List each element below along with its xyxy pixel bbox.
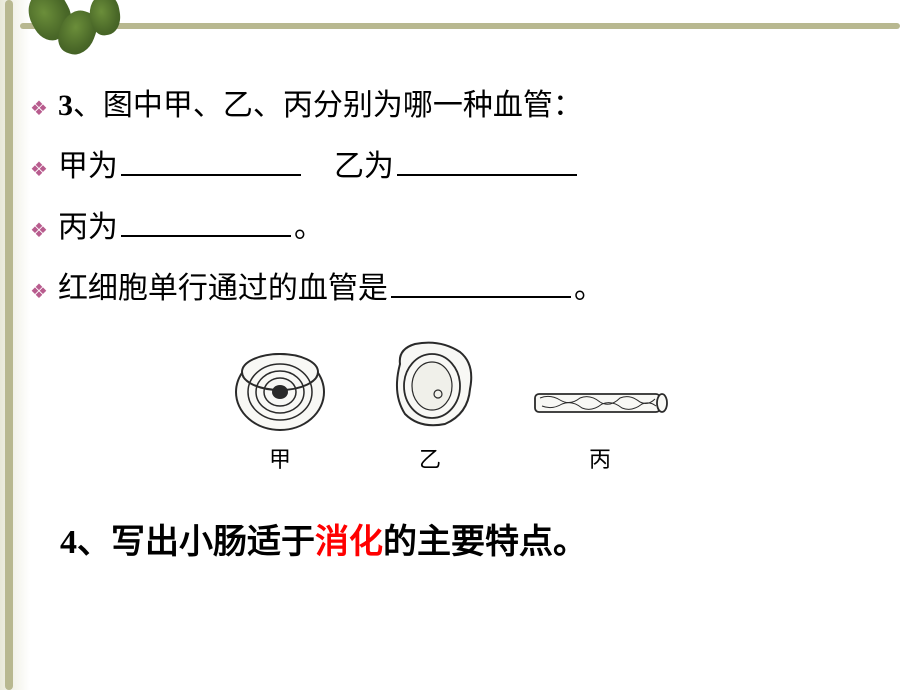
yi-prefix: 乙为 bbox=[334, 150, 394, 183]
rbc-suffix: 。 bbox=[574, 272, 604, 305]
bullet-icon: ❖ bbox=[30, 153, 48, 187]
blank-yi bbox=[397, 146, 577, 176]
slide-content: ❖ 3、图中甲、乙、丙分别为哪一种血管： ❖ 甲为乙为 ❖ 丙为。 ❖ 红细胞单… bbox=[30, 80, 890, 563]
decor-vine-left bbox=[0, 0, 30, 690]
leaf-icon bbox=[20, 0, 80, 47]
bullet-icon: ❖ bbox=[30, 275, 48, 309]
capillary-icon bbox=[530, 374, 670, 434]
vessel-figure: 甲 乙 丙 bbox=[230, 334, 890, 474]
bing-suffix: 。 bbox=[294, 211, 324, 244]
bullet-icon: ❖ bbox=[30, 92, 48, 126]
q3-title-text: 3、图中甲、乙、丙分别为哪一种血管： bbox=[58, 80, 583, 131]
blank-bing bbox=[121, 207, 291, 237]
q4-prefix: 4、写出小肠适于 bbox=[60, 524, 315, 561]
q3-number: 3 bbox=[58, 89, 73, 122]
rbc-line: ❖ 红细胞单行通过的血管是 。 bbox=[30, 263, 890, 314]
bing-prefix: 丙为 bbox=[58, 211, 118, 244]
vessel-label-yi: 乙 bbox=[419, 442, 441, 474]
q4-line: 4、写出小肠适于消化的主要特点。 bbox=[60, 514, 890, 563]
q3-rest: 、图中甲、乙、丙分别为哪一种血管： bbox=[73, 89, 583, 122]
vessel-label-jia: 甲 bbox=[269, 442, 291, 474]
bullet-icon: ❖ bbox=[30, 214, 48, 248]
vessel-bing: 丙 bbox=[530, 374, 670, 474]
rbc-text: 红细胞单行通过的血管是 。 bbox=[58, 263, 604, 314]
decor-leaves bbox=[0, 0, 120, 70]
blank-rbc bbox=[391, 268, 571, 298]
vein-icon bbox=[380, 334, 480, 434]
q3-title-line: ❖ 3、图中甲、乙、丙分别为哪一种血管： bbox=[30, 80, 890, 131]
q4-highlight: 消化 bbox=[315, 524, 383, 561]
bing-text: 丙为 。 bbox=[58, 202, 324, 253]
vessel-yi: 乙 bbox=[380, 334, 480, 474]
leaf-icon bbox=[87, 0, 123, 37]
decor-vine-top bbox=[0, 20, 920, 35]
vessel-jia: 甲 bbox=[230, 344, 330, 474]
q4-suffix: 的主要特点。 bbox=[383, 524, 587, 561]
leaf-icon bbox=[53, 5, 101, 59]
bing-line: ❖ 丙为 。 bbox=[30, 202, 890, 253]
rbc-prefix: 红细胞单行通过的血管是 bbox=[58, 272, 388, 305]
jia-yi-line: ❖ 甲为 乙为 bbox=[30, 141, 890, 192]
jia-yi-text: 甲为 乙为 bbox=[58, 141, 580, 192]
jia-prefix: 甲为 bbox=[58, 150, 118, 183]
blank-jia bbox=[121, 146, 301, 176]
vessel-label-bing: 丙 bbox=[589, 442, 611, 474]
artery-icon bbox=[230, 344, 330, 434]
